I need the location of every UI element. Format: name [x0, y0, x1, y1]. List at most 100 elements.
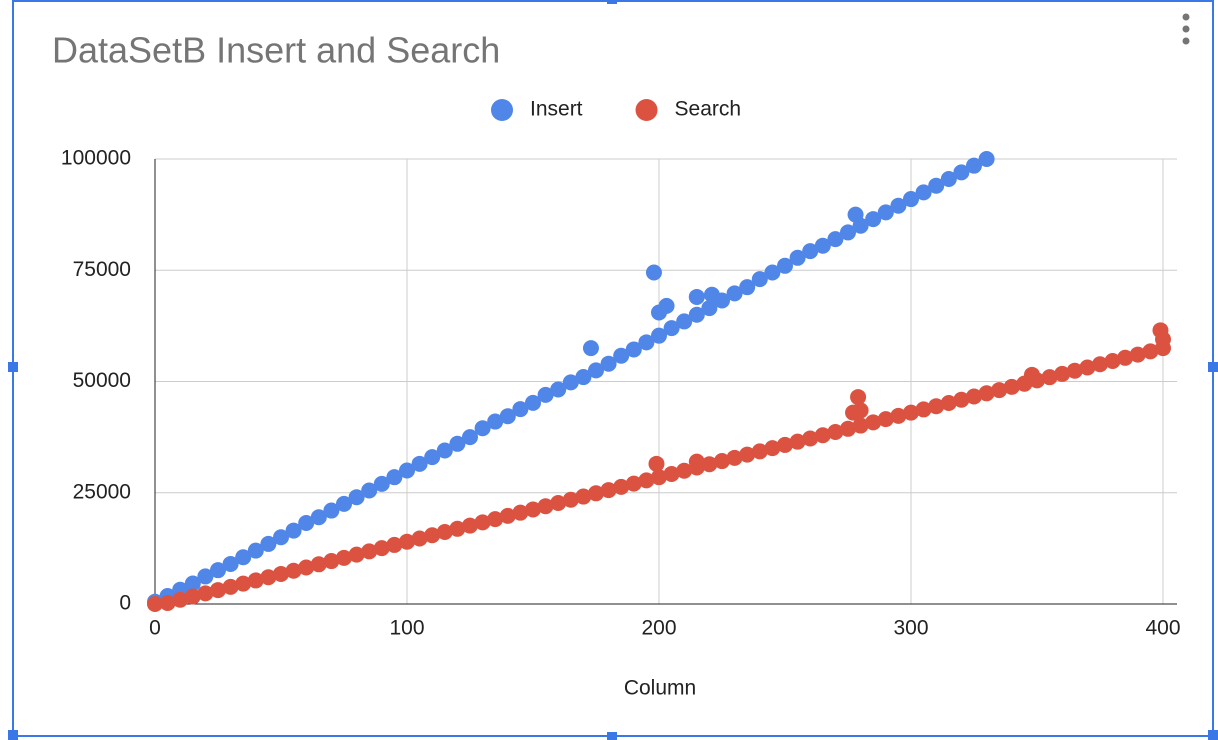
point	[648, 455, 665, 472]
point	[235, 549, 252, 566]
point	[582, 340, 599, 357]
point	[424, 527, 441, 544]
point	[361, 482, 378, 499]
point	[550, 494, 567, 511]
point	[877, 204, 894, 221]
point	[310, 556, 327, 573]
resize-handle[interactable]	[1208, 362, 1218, 372]
point	[658, 297, 675, 314]
point	[726, 285, 743, 302]
x-tick-label: 0	[149, 617, 161, 640]
point	[840, 224, 856, 241]
point	[651, 469, 667, 486]
point	[462, 517, 478, 534]
point	[348, 546, 365, 563]
legend-marker	[491, 99, 513, 121]
point	[399, 462, 415, 479]
resize-handle[interactable]	[607, 732, 617, 740]
point	[890, 407, 907, 424]
point	[588, 362, 604, 379]
point	[298, 515, 315, 532]
point	[348, 489, 365, 506]
point	[613, 347, 630, 364]
point	[991, 382, 1008, 399]
point	[159, 594, 176, 611]
point	[703, 286, 720, 303]
point	[903, 404, 919, 421]
point	[1092, 356, 1108, 373]
point	[847, 206, 864, 223]
point	[777, 257, 793, 274]
point	[273, 529, 289, 546]
point	[764, 440, 781, 457]
point	[197, 568, 214, 585]
point	[424, 449, 441, 466]
point	[373, 475, 390, 492]
point	[840, 420, 856, 437]
point	[940, 171, 957, 188]
point	[777, 436, 793, 453]
y-tick-label: 75000	[73, 258, 131, 281]
point	[1155, 331, 1171, 348]
point	[386, 469, 403, 486]
point	[247, 572, 264, 589]
point	[436, 524, 453, 541]
resize-handle[interactable]	[8, 730, 18, 740]
point	[449, 520, 466, 537]
point	[1142, 343, 1159, 360]
x-tick-label: 200	[641, 617, 676, 640]
point	[537, 386, 554, 403]
point	[210, 562, 226, 579]
point	[399, 533, 415, 550]
point	[978, 385, 995, 402]
point	[1041, 369, 1058, 386]
point	[600, 355, 617, 372]
point	[1023, 366, 1040, 383]
point	[663, 320, 680, 337]
x-tick-label: 100	[389, 617, 424, 640]
x-tick-label: 300	[893, 617, 928, 640]
point	[247, 542, 264, 559]
point	[222, 555, 239, 572]
point	[197, 585, 214, 602]
point	[386, 536, 403, 553]
point	[323, 502, 340, 519]
point	[915, 401, 932, 418]
point	[953, 164, 970, 181]
point	[928, 398, 945, 415]
point	[802, 243, 819, 260]
point	[336, 549, 352, 566]
point	[953, 391, 970, 408]
resize-handle[interactable]	[1208, 730, 1218, 740]
point	[726, 449, 743, 466]
point	[260, 569, 277, 586]
x-axis-label: Column	[624, 677, 696, 700]
resize-handle[interactable]	[8, 362, 18, 372]
point	[512, 504, 529, 521]
point	[701, 456, 718, 473]
more-menu[interactable]	[1182, 13, 1190, 45]
point	[600, 482, 617, 499]
point	[645, 264, 662, 281]
point	[1129, 346, 1146, 363]
point	[1079, 359, 1096, 376]
point	[184, 588, 201, 605]
point	[487, 413, 504, 430]
point	[562, 491, 579, 508]
point	[260, 535, 277, 552]
point	[562, 374, 579, 391]
legend-marker	[635, 99, 658, 121]
point	[537, 498, 554, 515]
resize-handle[interactable]	[607, 0, 617, 4]
point	[323, 553, 340, 570]
point	[852, 402, 869, 419]
point	[877, 411, 894, 428]
point	[474, 514, 491, 531]
point	[575, 488, 592, 505]
point	[940, 394, 957, 411]
point	[411, 455, 428, 472]
legend-label: Search	[675, 98, 742, 121]
point	[1066, 362, 1083, 379]
y-tick-label: 25000	[73, 480, 131, 503]
